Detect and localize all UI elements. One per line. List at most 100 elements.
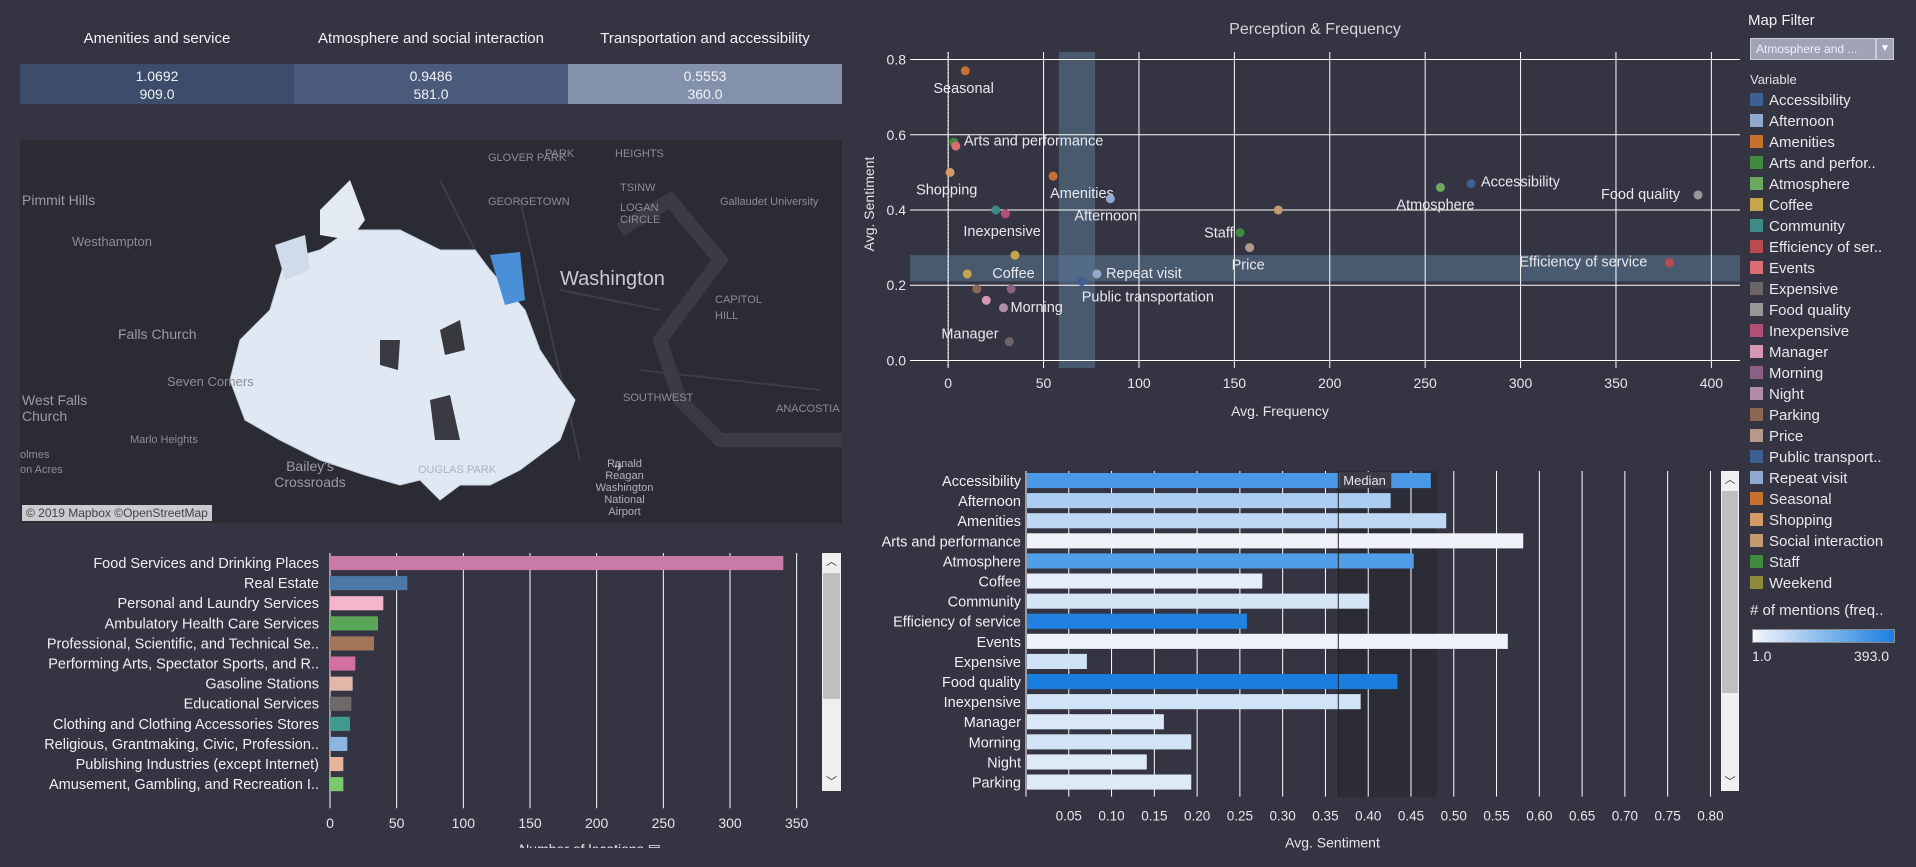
point-label: Afternoon [1074,209,1137,225]
legend-swatch [1750,492,1763,505]
map-label: on Acres [20,464,63,476]
mentions-color-ramp [1752,629,1895,643]
airport-icon: ✈ [614,460,625,474]
map-label: Gallaudet University [720,196,819,208]
selected-region[interactable] [490,252,525,305]
bar [330,616,378,631]
legend-swatch [1750,576,1763,589]
bar [1027,774,1192,790]
x-tick-label: 200 [1318,375,1342,391]
legend-item[interactable]: Manager [1750,344,1828,364]
median-tag-bg [1339,472,1392,488]
data-point [962,269,972,279]
legend-item[interactable]: Weekend [1750,575,1832,595]
region-shape[interactable] [229,229,576,501]
map-label-airport: Ronald Reagan Washington National Airpor… [595,458,654,518]
x-tick-label: 0.40 [1355,809,1381,824]
legend-item[interactable]: Shopping [1750,512,1832,532]
bar [1027,734,1192,750]
x-tick-label: 0.10 [1098,809,1124,824]
variable-legend: Accessibility Afternoon Amenities Arts and … [1750,92,1916,592]
scroll-down-icon[interactable]: ﹀ [1724,776,1736,788]
point-label: Accessibility [1481,175,1561,191]
region-shape[interactable] [275,235,310,280]
bar [330,596,384,611]
summary-cell-atmosphere[interactable]: 0.9486 581.0 [294,64,568,104]
legend-swatch [1750,513,1763,526]
chevron-down-icon[interactable]: ▼ [1876,38,1894,60]
category-label: Clothing and Clothing Accessories Stores [53,717,319,733]
data-point [991,205,1001,215]
map-filter-dropdown[interactable]: Atmosphere and ... [1750,38,1876,60]
legend-item[interactable]: Price [1750,428,1803,448]
scroll-up-icon[interactable]: ︿ [826,556,837,568]
y-tick-label: 0.0 [887,352,907,368]
data-point [951,141,961,151]
bar [330,656,356,671]
legend-swatch [1750,114,1763,127]
map-label: olmes [20,449,50,461]
category-label: Community [948,595,1022,611]
map-credit: © 2019 Mapbox ©OpenStreetMap [22,505,212,521]
summary-header-amenities: Amenities and service [83,30,231,47]
legend-item[interactable]: Afternoon [1750,113,1834,133]
bar [1027,694,1361,710]
scroll-up-icon[interactable]: ︿ [1724,474,1736,486]
legend-item[interactable]: Accessibility [1750,92,1851,112]
road-lines [439,179,821,461]
choropleth-map[interactable]: Pimmit Hills Westhampton Falls Church Se… [20,140,842,523]
bar [1027,513,1447,529]
scroll-thumb[interactable] [1722,491,1738,693]
legend-item[interactable]: Community [1750,218,1845,238]
legend-item[interactable]: Coffee [1750,197,1813,217]
legend-item[interactable]: Food quality [1750,302,1851,322]
region-shape[interactable] [320,180,365,240]
map-label: ANACOSTIA [776,403,840,415]
legend-item[interactable]: Night [1750,386,1804,406]
map-canvas[interactable] [20,140,842,523]
x-tick-label: 150 [518,815,542,831]
legend-item[interactable]: Parking [1750,407,1820,427]
legend-item[interactable]: Morning [1750,365,1823,385]
legend-item[interactable]: Expensive [1750,281,1838,301]
bar [1027,714,1164,730]
legend-item[interactable]: Events [1750,260,1815,280]
map-label: GEORGETOWN [488,196,570,208]
category-label: Morning [969,735,1021,751]
category-label: Real Estate [244,576,319,592]
median-label: Median [1343,473,1386,488]
scroll-thumb[interactable] [823,573,840,699]
legend-item[interactable]: Repeat visit [1750,470,1847,490]
bar [1027,593,1370,609]
x-tick-label: 300 [1509,375,1533,391]
category-label: Parking [972,776,1021,792]
legend-item[interactable]: Seasonal [1750,491,1832,511]
river-path [616,190,842,447]
summary-table: Amenities and service Atmosphere and soc… [20,20,842,106]
category-label: Manager [964,715,1021,731]
legend-item[interactable]: Amenities [1750,134,1835,154]
variable-title: Variable [1750,72,1797,87]
y-tick-label: 0.6 [887,127,907,143]
x-tick-label: 0.65 [1569,809,1595,824]
legend-item[interactable]: Staff [1750,554,1800,574]
data-point [1000,209,1010,219]
y-axis-title: Avg. Sentiment [861,157,877,252]
legend-item[interactable]: Inexpensive [1750,323,1849,343]
summary-cell-transportation[interactable]: 0.5553 360.0 [568,64,842,104]
scroll-down-icon[interactable]: ﹀ [826,776,837,788]
point-label: Arts and performance [964,133,1103,149]
legend-item[interactable]: Arts and perfor.. [1750,155,1876,175]
legend-item[interactable]: Public transport.. [1750,449,1882,469]
x-tick-label: 0.30 [1270,809,1296,824]
scatter-chart[interactable]: Perception & Frequency 0 50 100 150 200 250 300… [860,10,1745,430]
bar [330,696,352,711]
legend-item[interactable]: Social interaction [1750,533,1883,553]
legend-label: Social interaction [1769,533,1884,550]
legend-item[interactable]: Efficiency of ser.. [1750,239,1882,259]
sentiment-scrollbar[interactable]: ︿ ﹀ [1721,471,1739,791]
legend-item[interactable]: Atmosphere [1750,176,1850,196]
industry-scrollbar[interactable]: ︿ ﹀ [822,553,841,791]
summary-cell-amenities[interactable]: 1.0692 909.0 [20,64,294,104]
x-tick-label: 0.55 [1483,809,1509,824]
